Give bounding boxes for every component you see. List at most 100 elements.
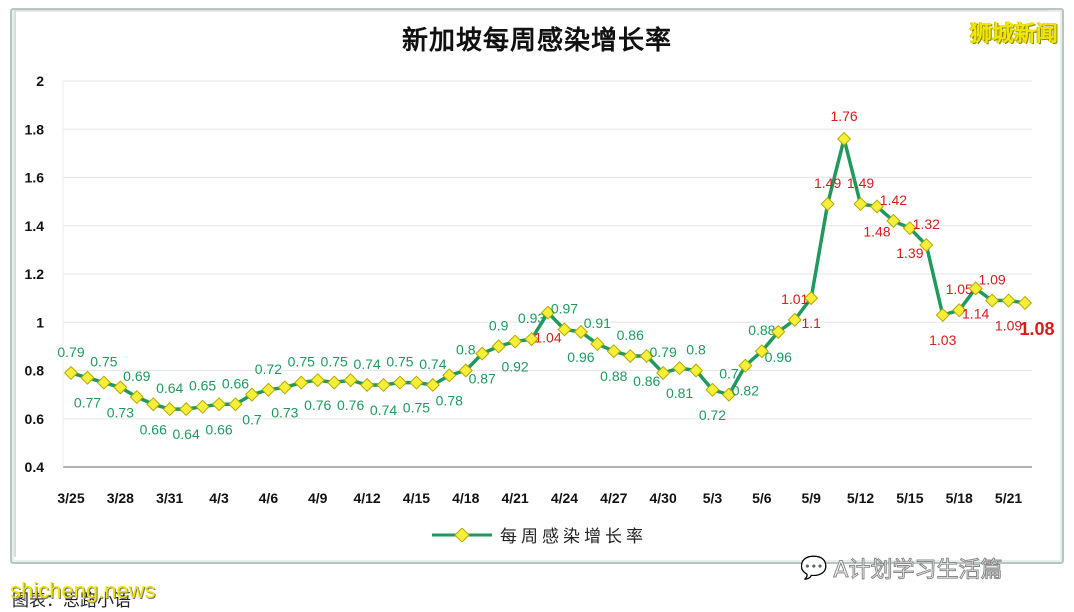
data-label: 0.74	[370, 402, 397, 418]
data-label: 1.32	[913, 216, 940, 232]
y-tick-label: 1.6	[25, 170, 45, 186]
y-tick-label: 1.8	[25, 121, 45, 137]
data-point-marker	[688, 363, 704, 378]
data-point-marker	[573, 324, 588, 339]
x-tick-label: 4/3	[209, 490, 229, 506]
brand-watermark: 狮城新闻	[969, 22, 1058, 47]
data-point-marker	[113, 380, 128, 395]
data-point-marker	[606, 344, 621, 359]
data-point-marker	[540, 305, 556, 320]
data-point-marker	[277, 380, 292, 395]
y-tick-label: 0.8	[25, 363, 45, 379]
data-point-marker	[211, 397, 227, 412]
y-tick-label: 0.6	[25, 411, 45, 427]
data-point-marker	[442, 368, 457, 383]
data-point-marker	[754, 344, 769, 359]
data-label: 1.14	[962, 305, 989, 321]
wechat-watermark: 💬 A计划学习生活篇	[799, 552, 1003, 584]
x-tick-label: 4/9	[308, 490, 328, 506]
x-tick-label: 5/6	[752, 490, 772, 506]
x-tick-label: 5/21	[995, 490, 1022, 506]
data-point-marker	[261, 382, 276, 397]
data-point-marker	[96, 375, 111, 390]
chart-caption: 图表：思路小语	[12, 591, 131, 611]
data-point-marker	[409, 375, 424, 390]
data-point-marker	[787, 312, 802, 327]
x-tick-label: 4/24	[551, 490, 578, 506]
data-label: 0.74	[419, 356, 446, 372]
y-tick-label: 0.4	[25, 459, 45, 475]
data-label: 0.75	[288, 354, 315, 370]
data-label: 1.76	[830, 108, 857, 124]
data-label: 0.96	[765, 349, 792, 365]
data-label: 0.8	[686, 342, 706, 358]
data-label: 0.82	[732, 383, 759, 399]
data-label: 0.69	[123, 368, 150, 384]
data-label: 0.77	[74, 395, 101, 411]
data-label: 1.49	[847, 175, 874, 191]
data-point-marker	[623, 348, 638, 364]
x-tick-label: 5/9	[801, 490, 821, 506]
y-tick-label: 2	[36, 73, 44, 89]
x-tick-label: 4/12	[353, 490, 380, 506]
data-label: 0.64	[173, 426, 200, 442]
data-label: 0.75	[386, 354, 413, 370]
data-label: 1.08	[1019, 319, 1054, 339]
data-point-marker	[738, 358, 753, 373]
x-tick-label: 4/15	[403, 490, 430, 506]
x-tick-label: 5/18	[946, 490, 973, 506]
x-tick-label: 4/30	[650, 490, 677, 506]
chart-title: 新加坡每周感染增长率	[401, 26, 672, 56]
legend-line-marker-icon	[432, 527, 492, 542]
data-point-marker	[721, 387, 737, 402]
data-label: 0.65	[189, 378, 216, 394]
data-point-marker	[985, 293, 1000, 308]
x-tick-label: 4/21	[501, 490, 528, 506]
data-label: 0.66	[222, 375, 249, 391]
data-point-marker	[458, 363, 473, 378]
data-point-marker	[771, 324, 786, 339]
data-point-marker	[162, 402, 177, 417]
data-point-marker	[508, 334, 523, 349]
data-point-marker	[80, 370, 95, 385]
data-label: 1.03	[929, 332, 956, 348]
x-tick-label: 5/12	[847, 490, 874, 506]
chart-frame	[10, 8, 1064, 564]
data-point-marker	[820, 196, 835, 212]
data-point-marker	[705, 382, 720, 397]
wechat-account-name: A计划学习生活篇	[833, 558, 1003, 584]
data-point-marker	[310, 373, 325, 388]
data-label: 0.72	[255, 361, 282, 377]
data-point-marker	[853, 196, 868, 212]
data-label: 0.76	[337, 397, 364, 413]
data-label: 0.66	[140, 421, 167, 437]
data-point-marker	[935, 307, 950, 323]
data-label: 1.01	[781, 291, 808, 307]
data-point-marker	[343, 373, 358, 388]
data-label: 0.96	[567, 349, 594, 365]
data-label: 1.42	[880, 192, 907, 208]
wechat-icon: 💬	[799, 555, 828, 581]
data-point-marker	[672, 361, 687, 376]
data-point-marker	[968, 281, 983, 296]
data-point-marker	[886, 213, 901, 228]
data-label: 0.92	[501, 359, 528, 375]
data-point-marker	[1017, 295, 1033, 311]
data-point-marker	[656, 365, 671, 380]
data-point-marker	[804, 291, 819, 306]
data-point-marker	[491, 339, 506, 354]
data-point-marker	[359, 377, 375, 393]
data-label: 0.76	[304, 397, 331, 413]
data-label: 0.66	[205, 421, 232, 437]
x-tick-label: 3/25	[57, 490, 84, 506]
legend: 每周感染增长率	[432, 522, 647, 547]
data-label: 0.8	[456, 342, 476, 358]
data-label: 0.78	[436, 392, 463, 408]
x-tick-label: 4/27	[600, 490, 627, 506]
data-label: 0.86	[633, 373, 660, 389]
data-label: 0.93	[518, 310, 545, 326]
data-point-marker	[195, 399, 210, 414]
data-label: 0.75	[321, 354, 348, 370]
data-label: 0.88	[748, 322, 775, 338]
data-label: 1.39	[896, 245, 923, 261]
